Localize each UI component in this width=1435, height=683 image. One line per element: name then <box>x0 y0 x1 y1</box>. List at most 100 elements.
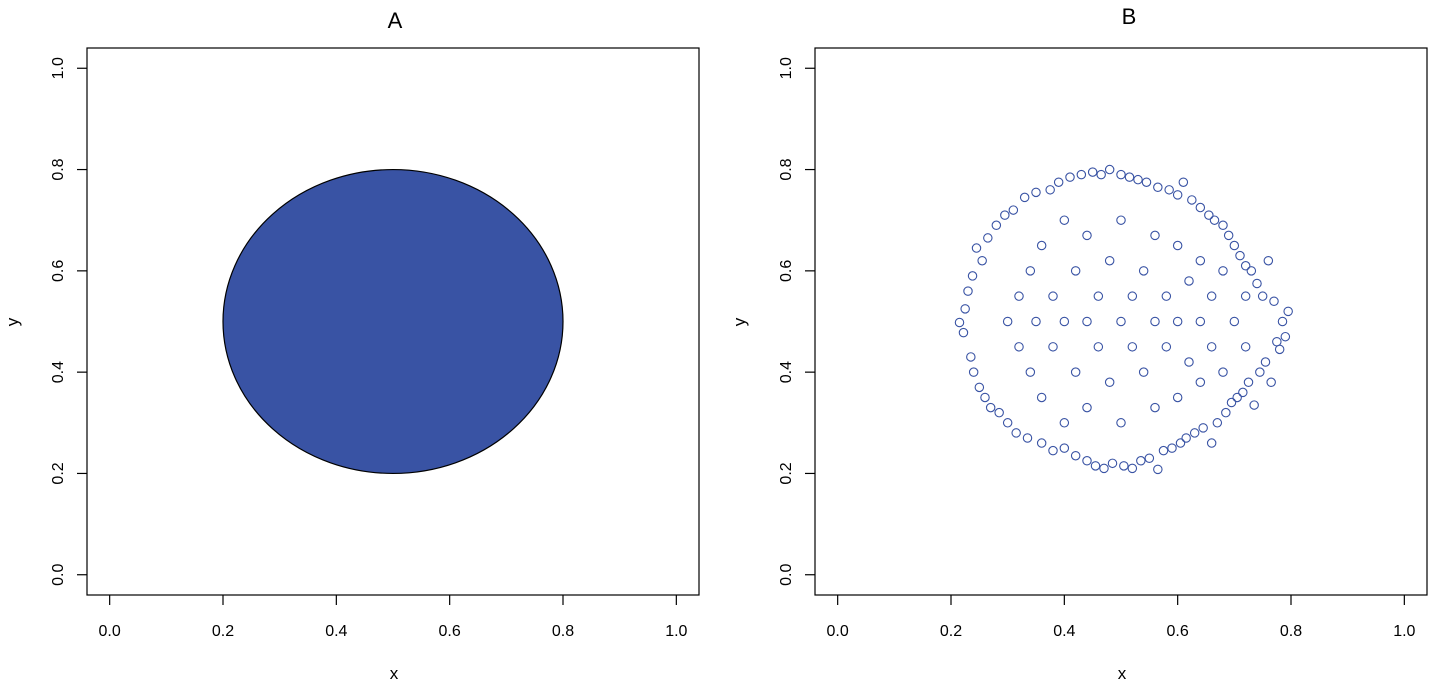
panel-a-y-tick-label: 0.2 <box>50 462 67 484</box>
panel-b-point <box>1212 418 1223 428</box>
panel-b-point <box>1133 174 1143 185</box>
panel-b-point <box>968 367 979 377</box>
panel-b-point <box>1257 291 1268 301</box>
panel-b-point <box>1011 428 1021 438</box>
panel-b-point <box>1218 367 1228 377</box>
panel-b-point <box>1116 215 1126 225</box>
panel-b-x-tick-label: 0.6 <box>1167 623 1189 640</box>
panel-b-point <box>1119 461 1129 471</box>
panel-b-point <box>1093 342 1104 352</box>
panel-b-point <box>1184 357 1194 367</box>
panel-b-point <box>1195 377 1206 388</box>
panel-b-point <box>963 286 973 296</box>
panel-b-point <box>994 407 1004 418</box>
panel-b-point <box>1025 367 1036 377</box>
panel-b-point <box>1096 169 1106 180</box>
panel-a-filled-circle <box>222 168 564 475</box>
panel-b-point <box>1277 316 1288 327</box>
panel-b-y-axis: 0.0 0.2 0.4 0.6 0.8 1.0 <box>778 57 815 586</box>
panel-b-point <box>1127 342 1138 352</box>
panel-b-point <box>1209 215 1220 225</box>
panel-b-point <box>1048 342 1058 352</box>
panel-b-point <box>1082 230 1092 241</box>
panel-b-point <box>1022 433 1033 443</box>
panel-b-point <box>1036 392 1047 403</box>
panel-b-point <box>1082 456 1092 466</box>
panel-a-y-tick-label: 0.8 <box>50 158 67 180</box>
panel-b-point <box>1070 450 1081 461</box>
panel-b-point <box>1175 438 1186 448</box>
panel-b-point <box>1195 202 1206 213</box>
panel-b-point <box>1059 316 1070 327</box>
panel-b-point <box>1274 344 1285 355</box>
panel-b-point <box>1158 445 1169 456</box>
panel-a-y-tick-label: 0.6 <box>50 260 67 282</box>
panel-a-y-tick-label: 0.4 <box>50 361 67 383</box>
panel-b-point <box>1206 342 1217 352</box>
panel-b-point <box>1053 177 1064 187</box>
panel-b-x-tick-label: 0.4 <box>1053 623 1075 640</box>
panel-a-y-tick-label: 0.0 <box>50 564 67 586</box>
panel-b-point <box>1076 169 1087 180</box>
panel-b-point <box>1206 438 1217 448</box>
panel-b-point <box>1195 316 1206 327</box>
panel-b-point <box>1093 291 1104 301</box>
panel-a-x-tick-label: 0.8 <box>552 623 574 640</box>
panel-b-point <box>1223 230 1234 241</box>
panel-b-point <box>1252 278 1262 289</box>
panel-b-x-tick-label: 0.0 <box>827 623 849 640</box>
panel-b-x-axis-title: x <box>1118 664 1127 683</box>
panel-b-x-tick-label: 1.0 <box>1393 623 1415 640</box>
panel-b-point <box>1172 240 1183 251</box>
panel-b-point <box>1127 291 1138 301</box>
panel-b-point <box>1014 342 1024 352</box>
panel-b-y-tick-label: 0.4 <box>778 361 795 383</box>
panel-b-point <box>1031 187 1041 198</box>
panel-a-x-tick-label: 1.0 <box>665 623 687 640</box>
panel-b-point <box>980 392 990 403</box>
panel-b-point <box>1153 182 1163 193</box>
panel-b-point <box>1206 291 1217 301</box>
panel-b-point <box>1124 172 1135 182</box>
panel-b-point <box>1167 443 1177 453</box>
panel-b-point <box>1070 367 1081 377</box>
panel-b-point <box>1082 402 1092 413</box>
panel-b-point <box>1198 423 1208 433</box>
panel-b-point <box>966 352 976 362</box>
panel-b-point <box>1150 316 1160 327</box>
panel-b-point <box>1184 276 1194 286</box>
panel-b-x-tick-label: 0.8 <box>1280 623 1302 640</box>
panel-b-point <box>1161 291 1172 301</box>
panel-b-point <box>1104 164 1115 175</box>
panel-b-point <box>1172 392 1183 403</box>
panel-b-point <box>985 402 996 413</box>
panel-b-point <box>1204 210 1214 220</box>
panel-b-point <box>1178 177 1189 187</box>
panel-b-point <box>1116 418 1126 428</box>
panel-b-point <box>1240 342 1251 352</box>
panel-b-point <box>1246 266 1257 276</box>
panel-b-point <box>1036 438 1047 448</box>
panel-b-point <box>1070 266 1081 276</box>
panel-b-point <box>977 255 987 266</box>
panel-b-y-axis-title: y <box>730 317 749 326</box>
panel-b-y-tick-label: 1.0 <box>778 57 795 79</box>
panel-b-point <box>1280 331 1291 342</box>
panel-b-point <box>1232 392 1242 403</box>
panel-b-point <box>1000 210 1010 220</box>
panel-a: A 0.0 0.2 0.4 0.6 0.8 1.0 0.00.20.40.60.81.0 … <box>3 8 700 683</box>
panel-b-point <box>1138 266 1149 276</box>
panel-a-y-tick-label: 1.0 <box>50 57 67 79</box>
panel-b-point <box>1045 185 1055 195</box>
panel-b-point <box>1260 357 1271 367</box>
panel-b-point <box>1048 445 1058 456</box>
panel-b-point <box>1249 400 1259 410</box>
panel-b-point <box>1221 407 1231 418</box>
panel-a-x-tick-label: 0.2 <box>212 623 234 640</box>
panel-b-point <box>1136 456 1146 466</box>
panel-b-point <box>1172 190 1183 200</box>
panel-b-point <box>974 382 985 393</box>
panel-b-point <box>1008 205 1019 215</box>
panel-a-x-axis-title: x <box>390 664 399 683</box>
